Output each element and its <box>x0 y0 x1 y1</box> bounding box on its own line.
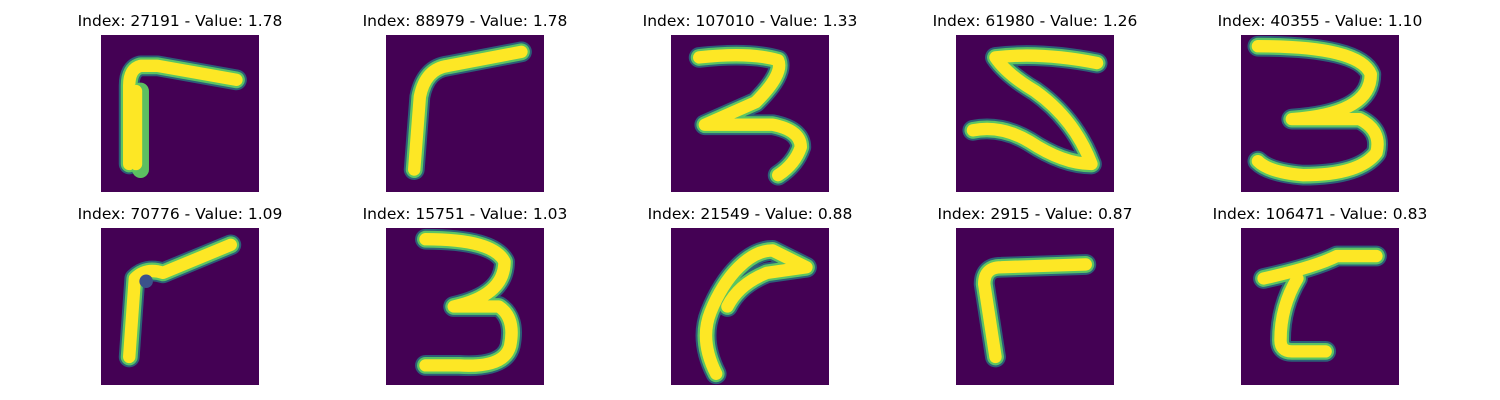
digit-image <box>671 228 829 385</box>
digit-image <box>671 35 829 192</box>
digit-image <box>386 35 544 192</box>
panel-title: Index: 106471 - Value: 0.83 <box>1212 205 1428 223</box>
panel-title: Index: 15751 - Value: 1.03 <box>362 205 568 223</box>
digit-image <box>101 35 259 192</box>
panel-title: Index: 2915 - Value: 0.87 <box>937 205 1133 223</box>
image-panel-9: Index: 2915 - Value: 0.87 <box>885 193 1185 385</box>
image-panel-8: Index: 21549 - Value: 0.88 <box>600 193 900 385</box>
image-panel-5: Index: 40355 - Value: 1.10 <box>1170 0 1470 192</box>
panel-title: Index: 107010 - Value: 1.33 <box>642 12 858 30</box>
panel-title: Index: 27191 - Value: 1.78 <box>77 12 283 30</box>
panel-title: Index: 61980 - Value: 1.26 <box>932 12 1138 30</box>
image-panel-4: Index: 61980 - Value: 1.26 <box>885 0 1185 192</box>
digit-image <box>1241 228 1399 385</box>
image-panel-7: Index: 15751 - Value: 1.03 <box>315 193 615 385</box>
image-panel-10: Index: 106471 - Value: 0.83 <box>1170 193 1470 385</box>
panel-title: Index: 40355 - Value: 1.10 <box>1217 12 1423 30</box>
digit-image <box>1241 35 1399 192</box>
image-panel-1: Index: 27191 - Value: 1.78 <box>30 0 330 192</box>
image-panel-2: Index: 88979 - Value: 1.78 <box>315 0 615 192</box>
digit-image <box>386 228 544 385</box>
image-panel-6: Index: 70776 - Value: 1.09 <box>30 193 330 385</box>
image-panel-3: Index: 107010 - Value: 1.33 <box>600 0 900 192</box>
digit-image <box>956 35 1114 192</box>
panel-title: Index: 88979 - Value: 1.78 <box>362 12 568 30</box>
digit-image <box>101 228 259 385</box>
panel-title: Index: 70776 - Value: 1.09 <box>77 205 283 223</box>
panel-title: Index: 21549 - Value: 0.88 <box>647 205 853 223</box>
digit-image <box>956 228 1114 385</box>
